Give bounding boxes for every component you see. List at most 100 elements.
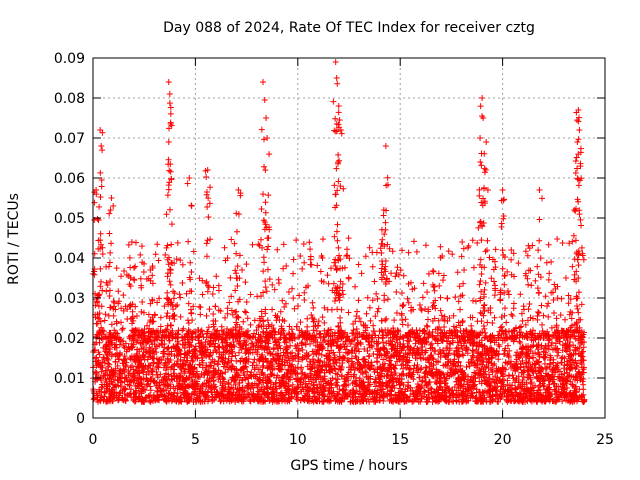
data-point	[229, 396, 236, 403]
data-point	[250, 373, 257, 380]
data-point	[389, 371, 396, 378]
data-point	[441, 396, 448, 403]
data-point	[287, 350, 294, 357]
data-point	[245, 382, 252, 389]
data-point	[412, 340, 419, 347]
data-point	[307, 253, 314, 260]
data-point	[354, 365, 361, 372]
data-point	[539, 321, 546, 328]
data-point	[287, 376, 294, 383]
data-point	[329, 390, 336, 397]
data-point	[312, 350, 319, 357]
data-point	[266, 276, 273, 283]
data-point	[437, 354, 444, 361]
data-point	[568, 315, 575, 322]
data-point	[467, 314, 474, 321]
data-point	[368, 342, 375, 349]
data-point	[559, 240, 566, 247]
data-point	[473, 342, 480, 349]
data-point	[530, 315, 537, 322]
data-point	[286, 331, 293, 338]
data-point	[175, 362, 182, 369]
data-point	[331, 393, 338, 400]
data-point	[518, 310, 525, 317]
data-point	[544, 303, 551, 310]
data-point	[194, 394, 201, 401]
data-point	[339, 359, 346, 366]
data-point	[301, 375, 308, 382]
data-point	[488, 396, 495, 403]
data-point	[457, 327, 464, 334]
data-point	[120, 360, 127, 367]
data-point	[293, 384, 300, 391]
data-point	[151, 312, 158, 319]
x-axis-label: GPS time / hours	[290, 458, 407, 474]
data-point	[411, 362, 418, 369]
data-point	[274, 372, 281, 379]
data-point	[183, 290, 190, 297]
data-point	[133, 313, 140, 320]
data-point	[353, 398, 360, 405]
data-point	[255, 241, 262, 248]
data-point	[456, 334, 463, 341]
data-point	[170, 313, 177, 320]
data-point	[99, 250, 106, 257]
data-point	[102, 367, 109, 374]
data-point	[316, 331, 323, 338]
data-point	[277, 331, 284, 338]
data-point	[305, 380, 312, 387]
data-point	[464, 390, 471, 397]
data-point	[282, 352, 289, 359]
data-point	[566, 342, 573, 349]
data-point	[415, 338, 422, 345]
data-point	[548, 289, 555, 296]
data-point	[114, 377, 121, 384]
data-point	[373, 249, 380, 256]
data-point	[314, 398, 321, 405]
data-point	[531, 334, 538, 341]
data-point	[179, 279, 186, 286]
data-point	[309, 364, 316, 371]
data-point	[398, 380, 405, 387]
data-point	[375, 305, 382, 312]
data-point	[457, 322, 464, 329]
data-point	[215, 333, 222, 340]
data-point	[289, 285, 296, 292]
data-point	[554, 235, 561, 242]
data-point	[213, 394, 220, 401]
data-point	[232, 352, 239, 359]
data-point	[162, 360, 169, 367]
data-point	[113, 265, 120, 272]
data-point	[243, 261, 250, 268]
data-point	[331, 365, 338, 372]
data-point	[437, 393, 444, 400]
data-point	[403, 356, 410, 363]
data-point	[222, 364, 229, 371]
data-point	[209, 397, 216, 404]
data-point	[374, 387, 381, 394]
data-point	[400, 335, 407, 342]
data-point	[537, 397, 544, 404]
data-point	[423, 322, 430, 329]
data-point	[204, 328, 211, 335]
data-point	[108, 353, 115, 360]
data-point	[275, 397, 282, 404]
data-point	[308, 376, 315, 383]
data-point	[514, 363, 521, 370]
data-point	[174, 358, 181, 365]
data-point	[238, 355, 245, 362]
data-point	[230, 389, 237, 396]
data-point	[218, 323, 225, 330]
data-point	[241, 372, 248, 379]
data-point	[433, 358, 440, 365]
data-point	[388, 388, 395, 395]
data-point	[260, 289, 267, 296]
data-point	[567, 296, 574, 303]
data-point	[264, 394, 271, 401]
data-point	[296, 377, 303, 384]
data-point	[414, 351, 421, 358]
data-point	[192, 353, 199, 360]
data-point	[143, 395, 150, 402]
data-point	[228, 376, 235, 383]
data-point	[327, 326, 334, 333]
